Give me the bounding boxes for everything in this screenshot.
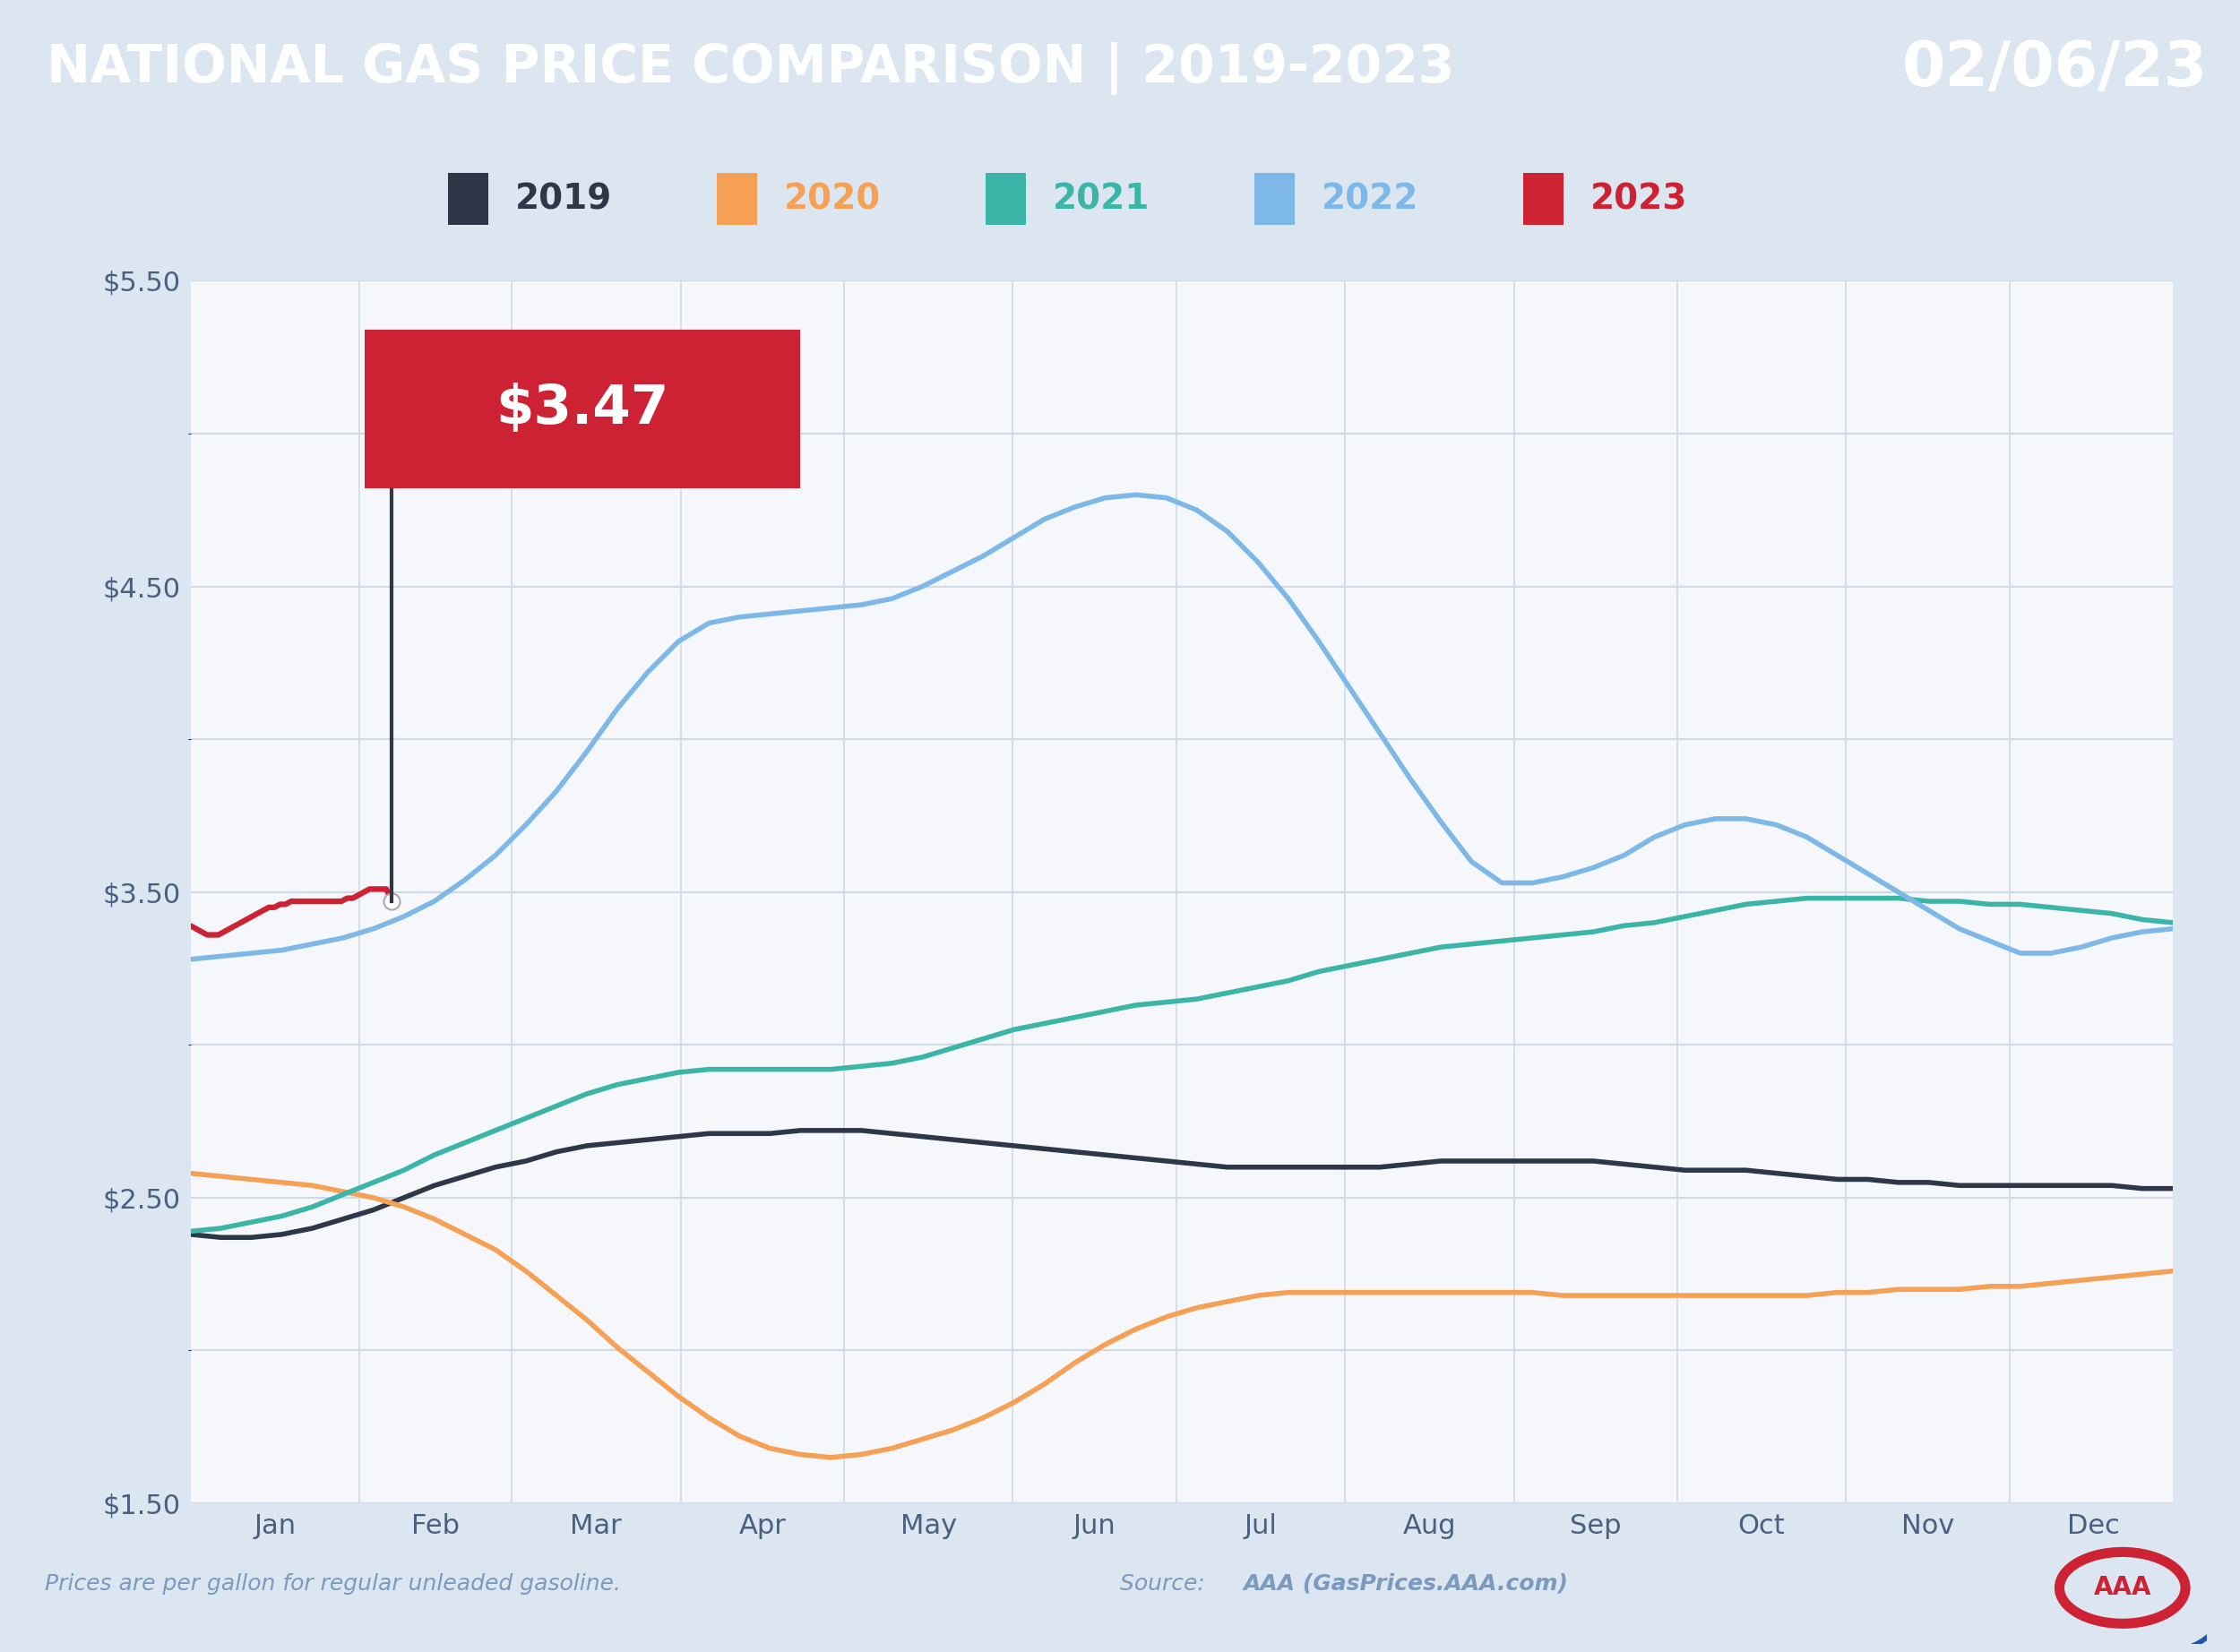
FancyBboxPatch shape bbox=[986, 173, 1026, 225]
Text: 2022: 2022 bbox=[1322, 182, 1418, 216]
Text: 02/06/23: 02/06/23 bbox=[1902, 38, 2209, 99]
FancyBboxPatch shape bbox=[717, 173, 757, 225]
Text: $3.47: $3.47 bbox=[495, 383, 670, 436]
Text: NATIONAL GAS PRICE COMPARISON | 2019-2023: NATIONAL GAS PRICE COMPARISON | 2019-202… bbox=[47, 43, 1454, 94]
Text: AAA: AAA bbox=[2094, 1576, 2150, 1601]
FancyBboxPatch shape bbox=[365, 330, 800, 489]
Text: 2023: 2023 bbox=[1590, 182, 1687, 216]
Text: Prices are per gallon for regular unleaded gasoline.: Prices are per gallon for regular unlead… bbox=[45, 1573, 620, 1594]
FancyBboxPatch shape bbox=[448, 173, 488, 225]
Text: 2020: 2020 bbox=[784, 182, 880, 216]
FancyBboxPatch shape bbox=[1254, 173, 1295, 225]
Text: 2019: 2019 bbox=[515, 182, 612, 216]
Text: Source:: Source: bbox=[1120, 1573, 1212, 1594]
FancyBboxPatch shape bbox=[1523, 173, 1564, 225]
Text: 2021: 2021 bbox=[1053, 182, 1149, 216]
Text: AAA (GasPrices.AAA.com): AAA (GasPrices.AAA.com) bbox=[1243, 1573, 1568, 1594]
